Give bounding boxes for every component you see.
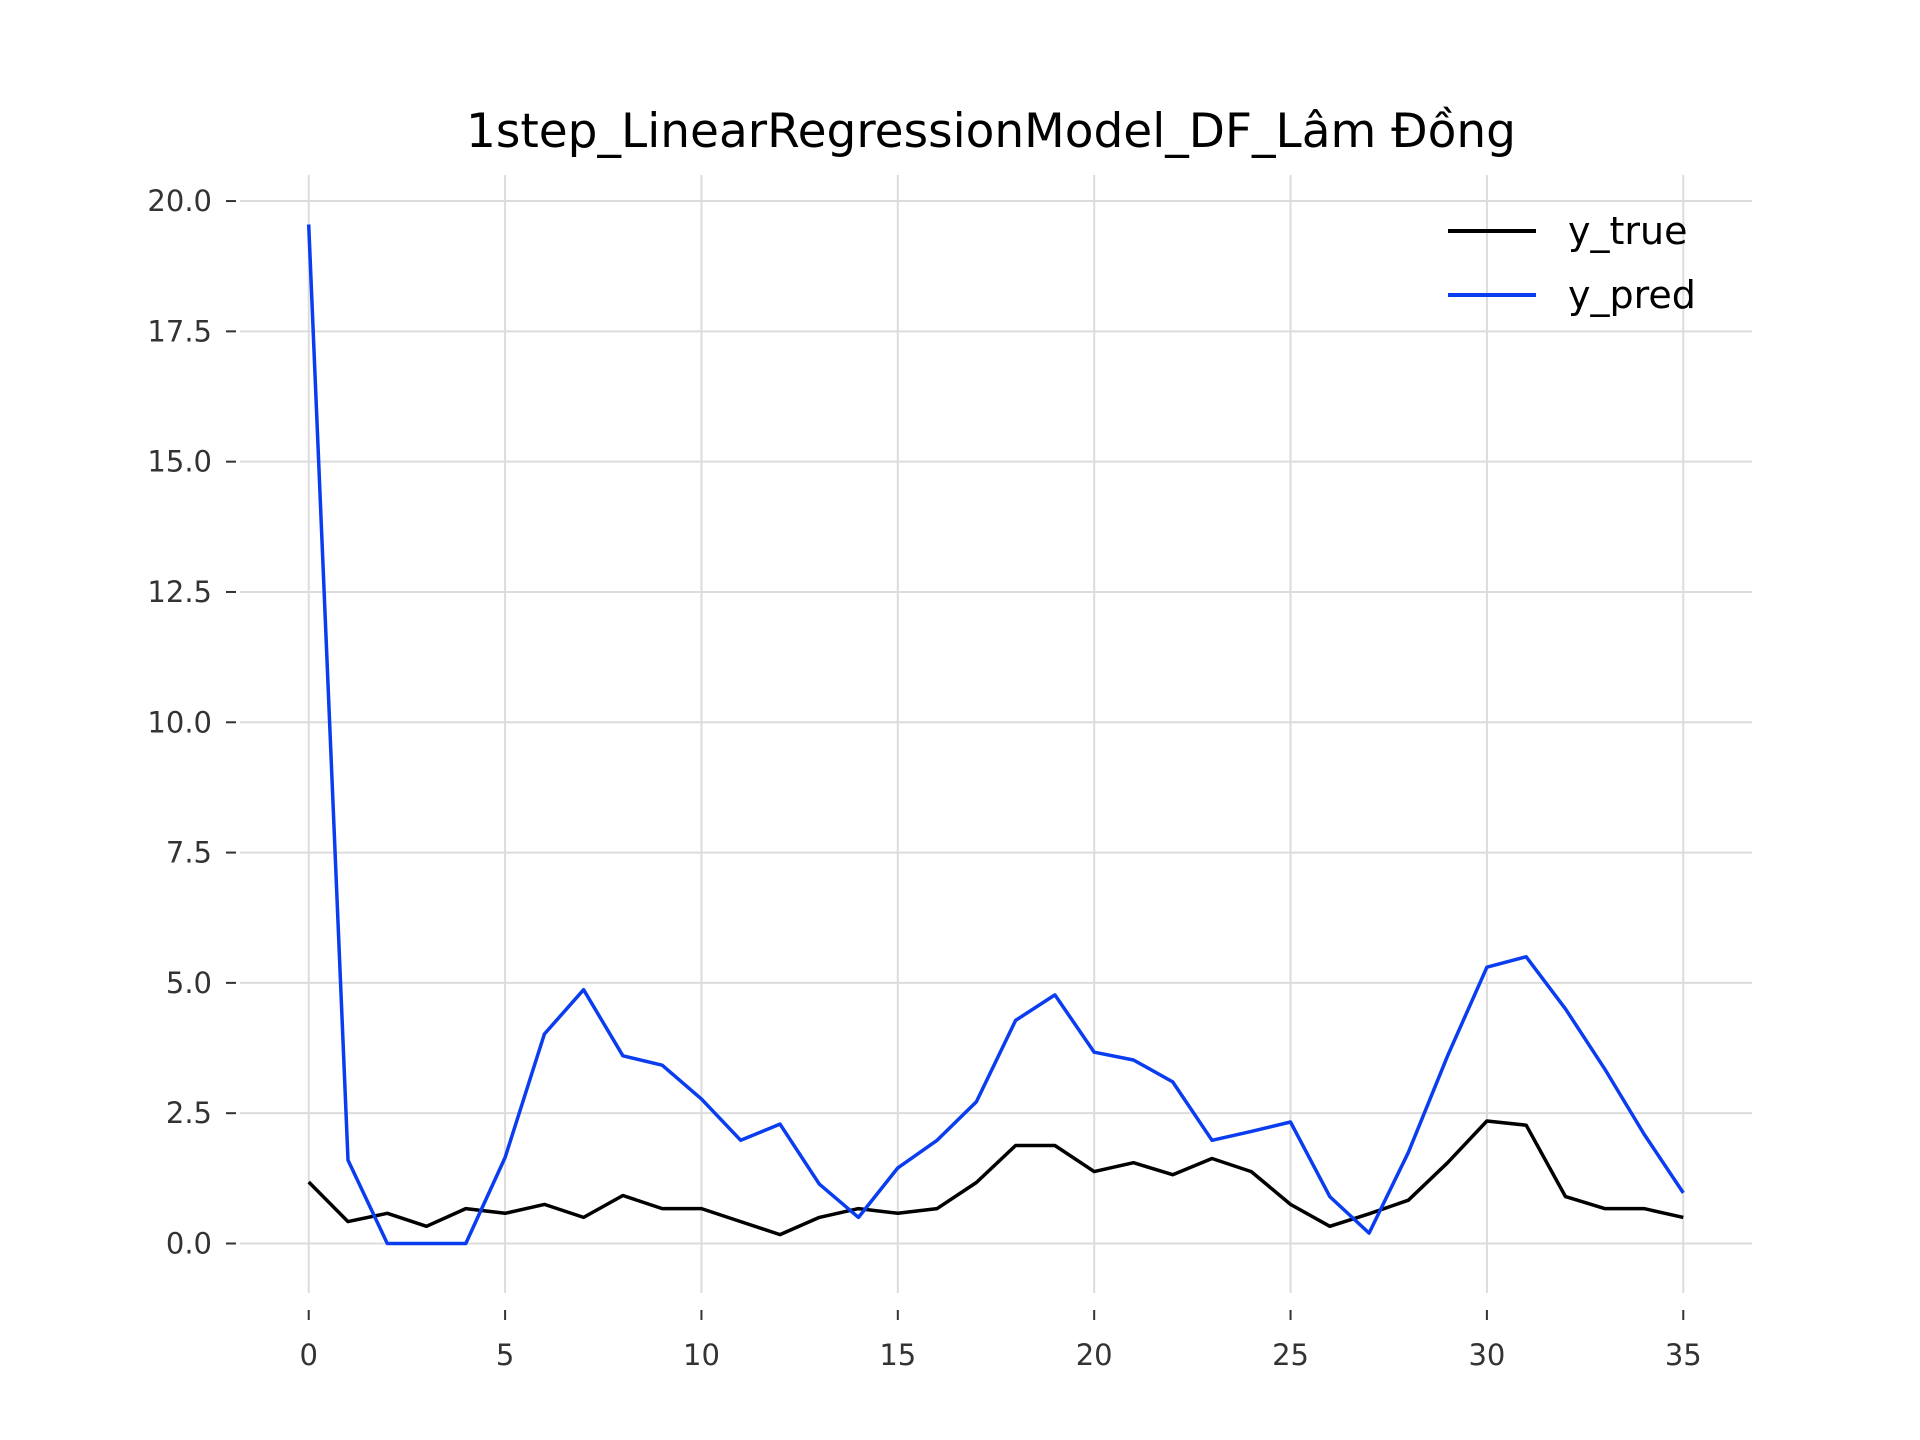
axis-ticks: 0 5 10 15 20 25 30 35 0.0 2.5 5.0 7.5 10.0 12.5 15.0 17… bbox=[147, 184, 1701, 1372]
y-tick-label: 20.0 bbox=[147, 184, 212, 218]
series-lines bbox=[306, 224, 1685, 1246]
y-tick-label: 17.5 bbox=[147, 314, 212, 348]
x-tick-label: 15 bbox=[879, 1338, 916, 1372]
grid bbox=[240, 175, 1752, 1293]
x-tick-label: 35 bbox=[1665, 1338, 1702, 1372]
x-tick-label: 30 bbox=[1468, 1338, 1505, 1372]
y-tick-label: 15.0 bbox=[147, 445, 212, 479]
legend-label: y_pred bbox=[1568, 273, 1696, 317]
y-tick-label: 2.5 bbox=[166, 1096, 212, 1130]
y-tick-label: 7.5 bbox=[166, 836, 212, 870]
x-tick-label: 25 bbox=[1272, 1338, 1309, 1372]
x-tick-label: 10 bbox=[683, 1338, 720, 1372]
series-line-y-pred bbox=[306, 224, 1685, 1246]
y-tick-label: 10.0 bbox=[147, 705, 212, 739]
x-tick-label: 5 bbox=[496, 1338, 514, 1372]
y-tick-label: 5.0 bbox=[166, 966, 212, 1000]
y-tick-label: 12.5 bbox=[147, 575, 212, 609]
y-tick-label: 0.0 bbox=[166, 1226, 212, 1260]
legend-label: y_true bbox=[1568, 209, 1687, 253]
x-tick-label: 0 bbox=[300, 1338, 318, 1372]
series-line-y-true bbox=[307, 1119, 1684, 1237]
chart-title: 1step_LinearRegressionModel_DF_Lâm Đồng bbox=[466, 104, 1516, 159]
x-tick-label: 20 bbox=[1076, 1338, 1113, 1372]
legend: y_true y_pred bbox=[1448, 209, 1696, 317]
